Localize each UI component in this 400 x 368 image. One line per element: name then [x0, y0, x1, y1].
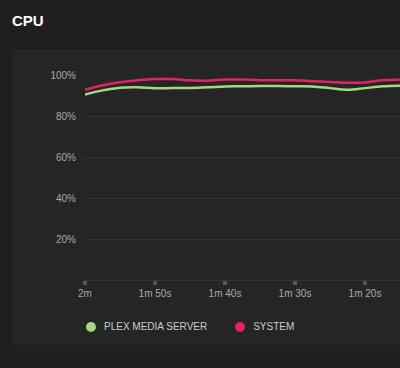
- svg-text:1m 40s: 1m 40s: [209, 288, 242, 299]
- html-text:PLEX MEDIA SERVER: PLEX MEDIA SERVER: [104, 321, 208, 332]
- html-text:CPU: CPU: [12, 12, 44, 29]
- svg-text:60%: 60%: [56, 152, 76, 163]
- svg-text:1m 30s: 1m 30s: [279, 288, 312, 299]
- svg-text:1m 20s: 1m 20s: [349, 288, 382, 299]
- svg-text:80%: 80%: [56, 111, 76, 122]
- svg-text:40%: 40%: [56, 193, 76, 204]
- svg-text:100%: 100%: [50, 70, 76, 81]
- html-text:SYSTEM: SYSTEM: [253, 321, 295, 332]
- svg-text:2m: 2m: [78, 288, 92, 299]
- svg-text:20%: 20%: [56, 234, 76, 245]
- svg-text:1m 50s: 1m 50s: [139, 288, 172, 299]
